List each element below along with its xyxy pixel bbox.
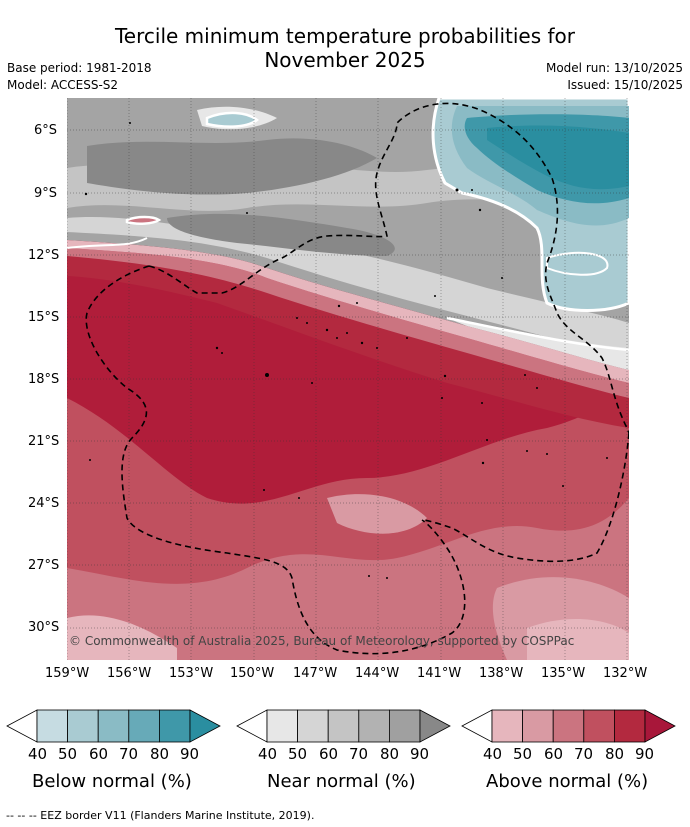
eez-footnote: -- -- -- EEZ border V11 (Flanders Marine… — [6, 809, 315, 822]
above-cb-70: 70 — [574, 745, 594, 763]
near-50-band — [67, 217, 629, 358]
above-40-patch-southeast — [527, 618, 629, 660]
near-cb-90: 90 — [410, 745, 430, 763]
lon-tick-150w: 150°W — [230, 666, 275, 681]
probability-map: © Commonwealth of Australia 2025, Bureau… — [67, 98, 629, 660]
lon-tick-144w: 144°W — [355, 666, 400, 681]
below-50-patch-east — [546, 251, 609, 276]
below-50-patch — [205, 111, 260, 128]
lon-tick-147w: 147°W — [293, 666, 338, 681]
model-run-label: Model run: 13/10/2025 — [545, 61, 683, 75]
copyright-label: © Commonwealth of Australia 2025, Bureau… — [69, 634, 575, 648]
lon-tick-141w: 141°W — [417, 666, 462, 681]
lat-tick-21s: 21°S — [28, 434, 60, 449]
above-normal-title: Above normal (%) — [486, 771, 649, 792]
eez-border — [85, 102, 629, 655]
above-cb-40: 40 — [483, 745, 503, 763]
lat-tick-6s: 6°S — [34, 123, 58, 138]
above-cb-80: 80 — [605, 745, 625, 763]
above-small-patch — [125, 215, 162, 225]
near-normal-title: Near normal (%) — [267, 771, 416, 792]
below-normal-colorbar — [6, 709, 221, 743]
map-canvas — [67, 98, 629, 660]
below-cb-90: 90 — [180, 745, 200, 763]
lat-tick-24s: 24°S — [28, 496, 60, 511]
near-cb-70: 70 — [349, 745, 369, 763]
below-normal-title: Below normal (%) — [32, 771, 192, 792]
near-90-patch-2 — [167, 213, 395, 256]
below-near-boundary — [67, 237, 148, 249]
lon-tick-132w: 132°W — [603, 666, 648, 681]
model-label: Model: ACCESS-S2 — [7, 78, 119, 92]
near-cb-50: 50 — [288, 745, 308, 763]
lon-tick-156w: 156°W — [107, 666, 152, 681]
lat-tick-12s: 12°S — [28, 248, 60, 263]
base-period-label: Base period: 1981-2018 — [7, 61, 152, 75]
near-40-band-east — [447, 318, 629, 370]
below-cb-60: 60 — [89, 745, 109, 763]
lat-tick-18s: 18°S — [28, 372, 60, 387]
above-50-patch-south — [327, 494, 427, 534]
above-cb-60: 60 — [544, 745, 564, 763]
near-normal-colorbar — [236, 709, 451, 743]
colorbars — [6, 709, 676, 743]
near-cb-80: 80 — [380, 745, 400, 763]
lat-tick-9s: 9°S — [34, 186, 58, 201]
below-cb-80: 80 — [150, 745, 170, 763]
below-cb-40: 40 — [28, 745, 48, 763]
near-cb-40: 40 — [258, 745, 278, 763]
islands — [84, 122, 608, 579]
near-cb-60: 60 — [319, 745, 339, 763]
below-cb-70: 70 — [119, 745, 139, 763]
below-cb-50: 50 — [58, 745, 78, 763]
lon-tick-153w: 153°W — [169, 666, 214, 681]
title-line-2: November 2025 — [264, 48, 426, 72]
grid — [67, 98, 629, 660]
lon-tick-135w: 135°W — [541, 666, 586, 681]
lat-tick-15s: 15°S — [28, 310, 60, 325]
below-90-core — [487, 125, 629, 190]
title-line-1: Tercile minimum temperature probabilitie… — [114, 24, 576, 48]
above-40-patch-south — [67, 615, 177, 660]
lon-tick-138w: 138°W — [479, 666, 524, 681]
above-cb-50: 50 — [513, 745, 533, 763]
above-normal-colorbar — [461, 709, 676, 743]
above-60-band-north — [67, 248, 629, 398]
above-cb-90: 90 — [635, 745, 655, 763]
above-80-band-north — [67, 256, 629, 428]
lat-tick-30s: 30°S — [28, 620, 60, 635]
lon-tick-159w: 159°W — [45, 666, 90, 681]
lat-tick-27s: 27°S — [28, 558, 60, 573]
near-90-patch — [87, 138, 377, 195]
near-above-boundary — [446, 316, 629, 352]
issued-label: Issued: 15/10/2025 — [567, 78, 683, 92]
above-60-band-south — [67, 498, 629, 660]
